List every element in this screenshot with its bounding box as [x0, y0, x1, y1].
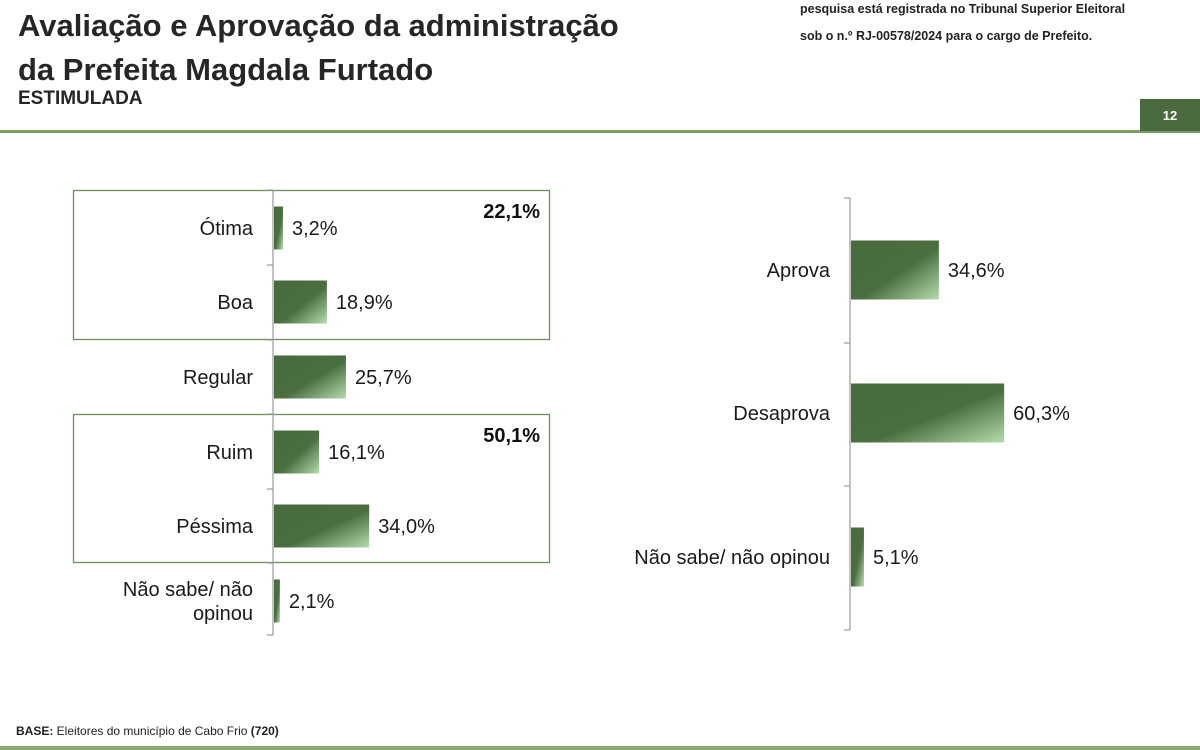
category-label: Não sabe/ não opinou: [634, 547, 830, 569]
group-total-label: 22,1%: [483, 201, 540, 223]
note-line-1: pesquisa está registrada no Tribunal Sup…: [800, 2, 1126, 16]
category-label: Regular: [183, 367, 253, 389]
bar: [274, 504, 370, 548]
data-label: 60,3%: [1013, 403, 1070, 425]
title-line-1: Avaliação e Aprovação da administração: [18, 8, 619, 43]
data-label: 3,2%: [292, 218, 338, 240]
category-label: Ótima: [200, 217, 254, 240]
category-label: Desaprova: [733, 403, 831, 425]
bar: [274, 206, 283, 250]
group-total-label: 50,1%: [483, 425, 540, 447]
category-label: Péssima: [176, 516, 254, 538]
header-divider: [0, 130, 1200, 133]
note-line-2: sob o n.º RJ-00578/2024 para o cargo de …: [800, 29, 1093, 43]
base-label: BASE:: [16, 724, 54, 738]
page-title: Avaliação e Aprovação da administração d…: [18, 4, 619, 92]
page-subtitle: ESTIMULADA: [18, 88, 143, 109]
bar: [851, 240, 939, 300]
title-line-2: da Prefeita Magdala Furtado: [18, 52, 434, 87]
category-label: Boa: [217, 292, 253, 314]
group-box: [72, 413, 551, 564]
category-label: Ruim: [206, 442, 253, 464]
bar: [851, 527, 864, 587]
bar: [274, 430, 320, 474]
data-label: 25,7%: [355, 367, 412, 389]
bar: [851, 383, 1005, 443]
base-count: (720): [250, 724, 279, 738]
bar: [274, 579, 280, 623]
bar: [274, 355, 346, 399]
group-box: [72, 189, 551, 341]
footer-divider: [0, 746, 1200, 750]
data-label: 5,1%: [873, 547, 919, 569]
base-text: Eleitores do município de Cabo Frio: [53, 724, 251, 738]
registration-note: pesquisa está registrada no Tribunal Sup…: [800, 0, 1140, 50]
data-label: 34,0%: [378, 516, 435, 538]
page-number: 12: [1140, 99, 1200, 131]
category-label: Aprova: [767, 260, 831, 282]
base-note: BASE: Eleitores do município de Cabo Fri…: [16, 724, 279, 738]
data-label: 34,6%: [948, 260, 1005, 282]
category-label: opinou: [193, 603, 253, 625]
data-label: 16,1%: [328, 442, 385, 464]
data-label: 2,1%: [289, 591, 335, 613]
bar: [274, 280, 327, 324]
category-label: Não sabe/ não: [123, 579, 253, 601]
data-label: 18,9%: [336, 292, 393, 314]
